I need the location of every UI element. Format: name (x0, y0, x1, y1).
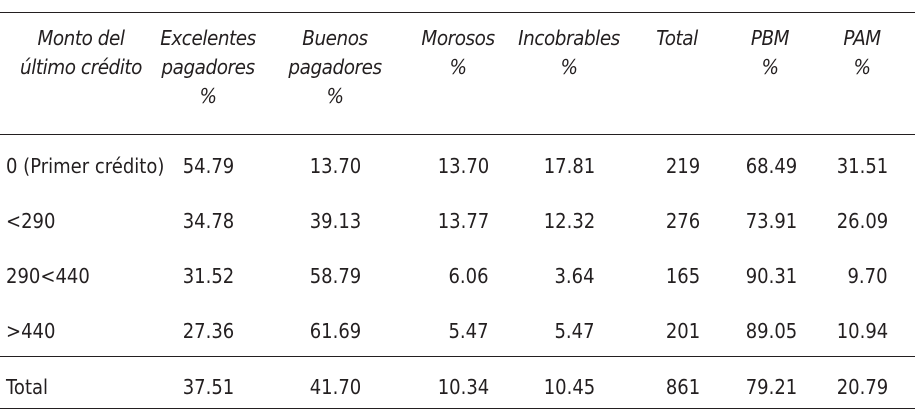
cell-excelentes: 54.79 (182, 154, 234, 178)
cell-incobrables: 12.32 (543, 209, 595, 233)
header-buenos-pagadores: Buenos pagadores % (288, 26, 382, 108)
cell-buenos: 39.13 (309, 209, 361, 233)
total-total: 861 (665, 375, 700, 399)
cell-pam: 26.09 (836, 209, 888, 233)
header-monto-ultimo-credito: Monto del último crédito (20, 26, 142, 79)
header-pbm: PBM % (750, 26, 790, 79)
table-row: <290 34.78 39.13 13.77 12.32 276 73.91 2… (0, 201, 915, 241)
total-incobrables: 10.45 (543, 375, 595, 399)
cell-morosos: 5.47 (448, 319, 489, 343)
total-row: Total 37.51 41.70 10.34 10.45 861 79.21 … (0, 367, 915, 407)
cell-pbm: 89.05 (745, 319, 797, 343)
table-row: 0 (Primer crédito) 54.79 13.70 13.70 17.… (0, 146, 915, 186)
cell-morosos: 13.77 (437, 209, 489, 233)
header-excelentes-pagadores: Excelentes pagadores % (160, 26, 256, 108)
header-bottom-rule (0, 134, 915, 135)
table-top-rule (0, 12, 915, 13)
cell-pbm: 68.49 (745, 154, 797, 178)
row-label: >440 (6, 319, 56, 343)
cell-pam: 31.51 (836, 154, 888, 178)
cell-excelentes: 34.78 (182, 209, 234, 233)
header-total: Total (656, 26, 698, 50)
cell-incobrables: 5.47 (554, 319, 595, 343)
row-label: <290 (6, 209, 56, 233)
total-pbm: 79.21 (745, 375, 797, 399)
cell-incobrables: 3.64 (554, 264, 595, 288)
total-row-label: Total (6, 375, 49, 399)
cell-pbm: 90.31 (745, 264, 797, 288)
cell-total: 201 (665, 319, 700, 343)
table-row: >440 27.36 61.69 5.47 5.47 201 89.05 10.… (0, 311, 915, 351)
cell-buenos: 58.79 (309, 264, 361, 288)
table-row: 290<440 31.52 58.79 6.06 3.64 165 90.31 … (0, 256, 915, 296)
cell-incobrables: 17.81 (543, 154, 595, 178)
cell-total: 219 (665, 154, 700, 178)
cell-pbm: 73.91 (745, 209, 797, 233)
cell-buenos: 13.70 (309, 154, 361, 178)
total-buenos: 41.70 (309, 375, 361, 399)
total-morosos: 10.34 (437, 375, 489, 399)
cell-excelentes: 27.36 (182, 319, 234, 343)
header-morosos: Morosos % (421, 26, 495, 79)
table-bottom-rule (0, 408, 915, 409)
row-label: 0 (Primer crédito) (6, 154, 165, 178)
header-incobrables: Incobrables % (518, 26, 620, 79)
total-pam: 20.79 (836, 375, 888, 399)
total-top-rule (0, 356, 915, 357)
cell-pam: 9.70 (847, 264, 888, 288)
cell-pam: 10.94 (836, 319, 888, 343)
cell-morosos: 13.70 (437, 154, 489, 178)
row-label: 290<440 (6, 264, 90, 288)
cell-total: 165 (665, 264, 700, 288)
cell-morosos: 6.06 (448, 264, 489, 288)
header-pam: PAM % (843, 26, 881, 79)
cell-buenos: 61.69 (309, 319, 361, 343)
cell-excelentes: 31.52 (182, 264, 234, 288)
total-excelentes: 37.51 (182, 375, 234, 399)
cell-total: 276 (665, 209, 700, 233)
